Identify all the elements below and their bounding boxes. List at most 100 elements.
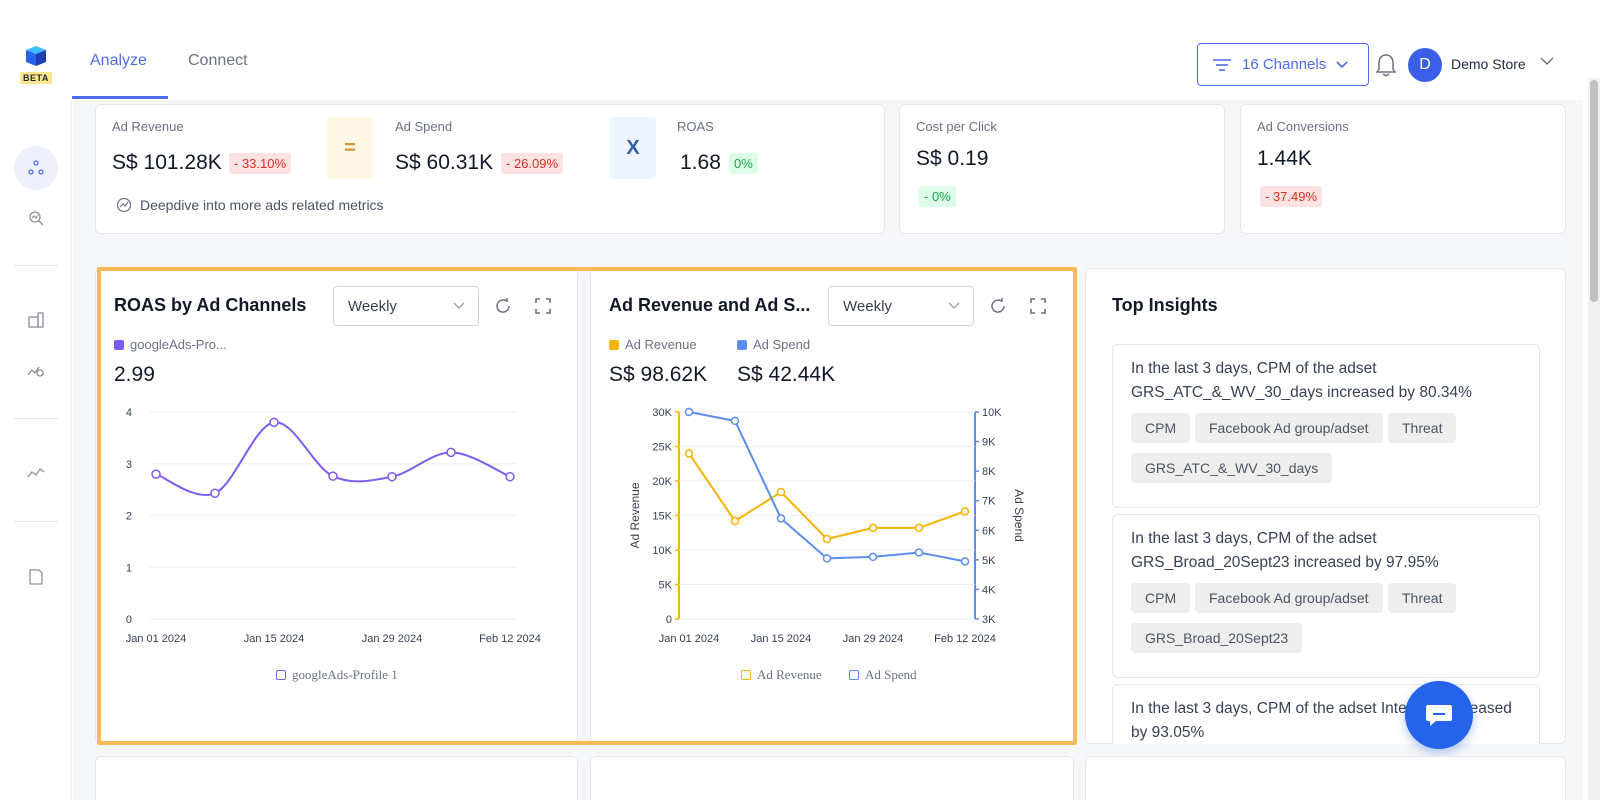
cpc-card: Cost per Click S$ 0.19 - 0% (899, 104, 1225, 234)
notifications-bell-icon[interactable] (1374, 52, 1398, 78)
insights-title: Top Insights (1112, 295, 1218, 315)
insight-tag[interactable]: Threat (1388, 413, 1457, 443)
next-card (95, 756, 578, 800)
insight-tag[interactable]: CPM (1131, 413, 1191, 443)
insight-tag[interactable]: CPM (1131, 583, 1191, 613)
revenue-legend-label: Ad Revenue (625, 337, 697, 352)
channels-filter-button[interactable]: 16 Channels (1197, 43, 1369, 86)
sidebar-item-reports[interactable] (24, 565, 48, 589)
series-line (155, 421, 511, 496)
insight-tag[interactable]: Facebook Ad group/adset (1195, 583, 1383, 613)
roas-legend-label: googleAds-Pro... (130, 337, 227, 352)
data-point (822, 534, 832, 544)
user-avatar[interactable]: D (1408, 48, 1442, 82)
x-tick-label: Jan 01 2024 (659, 633, 720, 645)
x-tick-label: Jan 15 2024 (244, 633, 305, 645)
tab-connect[interactable]: Connect (188, 52, 248, 69)
right-axis-title: Ad Spend (1012, 489, 1026, 542)
revenue-legend-item[interactable]: Ad Revenue (609, 337, 697, 352)
insight-card[interactable]: In the last 3 days, CPM of the adset GRS… (1112, 514, 1540, 678)
x-tick-label: Feb 12 2024 (934, 633, 996, 645)
roas-line-chart: 0 1 2 3 4 Jan 01 2024 Jan 15 2024 Jan 29 2024 Fe… (126, 407, 541, 645)
data-point (684, 407, 694, 417)
next-card (590, 756, 1074, 800)
cpc-value: S$ 0.19 (916, 147, 989, 170)
roas-legend-item[interactable]: googleAds-Pro... (114, 337, 227, 352)
deepdive-link-text: Deepdive into more ads related metrics (140, 197, 384, 213)
scrollbar-thumb[interactable] (1590, 80, 1598, 302)
insight-card[interactable]: In the last 3 days, CPM of the adset GRS… (1112, 344, 1540, 508)
ad-spend-change-badge: - 26.09% (501, 153, 564, 174)
revenue-bottom-legend-label: Ad Revenue (757, 667, 822, 682)
data-point (387, 471, 397, 482)
revenue-period-select[interactable]: Weekly (828, 286, 974, 326)
expand-icon (535, 298, 551, 314)
left-tick-label: 5K (659, 580, 673, 592)
y-tick-label: 1 (126, 562, 132, 574)
page-scrollbar[interactable] (1588, 78, 1600, 800)
revenue-bottom-legend[interactable]: Ad Revenue (741, 667, 822, 683)
chat-bubble-icon (1426, 705, 1452, 726)
tab-analyze[interactable]: Analyze (90, 52, 147, 69)
right-tick-label: 9K (982, 437, 996, 449)
left-axis-title: Ad Revenue (628, 482, 642, 548)
roas-bottom-legend[interactable]: googleAds-Profile 1 (276, 667, 398, 683)
insight-tag[interactable]: Facebook Ad group/adset (1195, 413, 1383, 443)
spend-total-value: S$ 42.44K (737, 363, 836, 386)
right-tick-label: 8K (982, 466, 996, 478)
equals-operator: = (327, 117, 373, 179)
chevron-down-icon (948, 302, 960, 309)
data-point (868, 523, 878, 533)
left-tick-label: 15K (652, 511, 672, 523)
roas-period-select[interactable]: Weekly (333, 286, 479, 326)
trend-search-icon (27, 366, 44, 377)
data-point (960, 557, 970, 566)
sidebar-item-overview[interactable] (24, 156, 48, 180)
ad-spend-value: S$ 60.31K (395, 151, 494, 174)
deepdive-link[interactable]: Deepdive into more ads related metrics (116, 197, 384, 213)
ad-revenue-label: Ad Revenue (112, 119, 184, 134)
insight-tag[interactable]: Threat (1388, 583, 1457, 613)
sidebar-active-highlight (14, 146, 58, 190)
y-tick-label: 3 (126, 459, 132, 471)
spend-bottom-legend[interactable]: Ad Spend (849, 667, 917, 683)
insight-tag[interactable]: GRS_Broad_20Sept23 (1131, 623, 1303, 653)
store-name[interactable]: Demo Store (1451, 56, 1526, 72)
sidebar-item-store[interactable] (24, 308, 48, 332)
sidebar-item-ads[interactable] (24, 461, 48, 485)
chevron-down-icon (1336, 60, 1348, 68)
cpc-change-badge: - 0% (919, 186, 956, 207)
multiply-operator: X (610, 117, 656, 179)
roas-refresh-button[interactable] (492, 295, 514, 317)
store-chevron-down-icon[interactable] (1540, 57, 1554, 66)
right-tick-label: 4K (982, 584, 996, 596)
revenue-expand-button[interactable] (1027, 295, 1049, 317)
expand-icon (1030, 298, 1046, 314)
spend-bottom-legend-label: Ad Spend (865, 667, 917, 682)
data-point (269, 417, 279, 428)
ad-revenue-value: S$ 101.28K (112, 151, 222, 174)
data-point (151, 469, 161, 479)
next-card (1085, 756, 1566, 800)
insight-tag[interactable]: GRS_ATC_&_WV_30_days (1131, 453, 1333, 483)
sidebar-item-explore[interactable] (24, 206, 48, 230)
data-point (960, 507, 970, 516)
insight-text: In the last 3 days, CPM of the adset GRS… (1131, 530, 1439, 571)
revenue-refresh-button[interactable] (987, 295, 1009, 317)
roas-bottom-legend-label: googleAds-Profile 1 (292, 667, 398, 682)
sidebar-item-trends[interactable] (24, 358, 48, 382)
legend-swatch (737, 339, 747, 350)
spend-legend-item[interactable]: Ad Spend (737, 337, 810, 352)
x-tick-label: Jan 29 2024 (362, 633, 423, 645)
revenue-period-value: Weekly (843, 297, 892, 315)
roas-expand-button[interactable] (532, 295, 554, 317)
data-point (328, 471, 338, 481)
app-logo[interactable]: BETA (20, 44, 52, 86)
data-point (210, 488, 220, 498)
spend-legend-label: Ad Spend (753, 337, 811, 352)
roas-label: ROAS (677, 119, 714, 134)
revenue-spend-line-chart: 0 5K 10K 15K 20K 25K 30K 3K 4K 5K 6K 7K 8K 9K 10K Ad Re… (628, 407, 1026, 645)
insight-card[interactable]: In the last 3 days, CPM of the adset Int… (1112, 684, 1540, 744)
chat-support-button[interactable] (1405, 681, 1473, 749)
y-tick-label: 4 (126, 407, 132, 419)
